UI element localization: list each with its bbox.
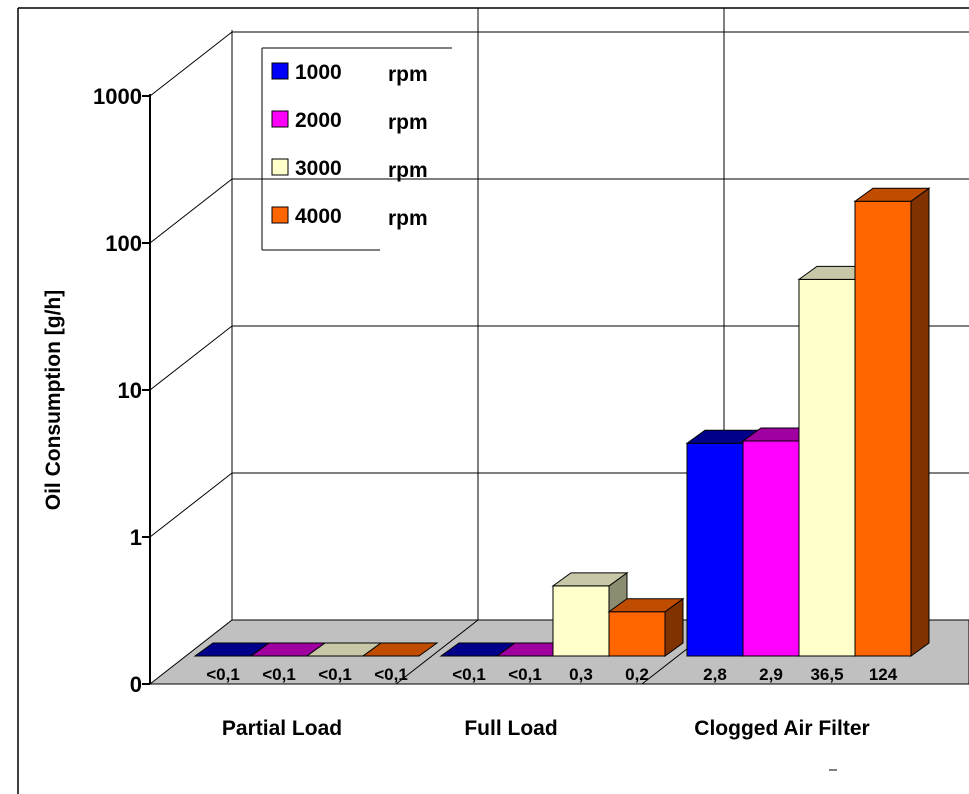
data-label: <0,1 (508, 665, 542, 684)
bar-front (742, 440, 800, 657)
y-tick-label: 100 (105, 231, 142, 256)
y-tick-label: 1 (130, 525, 142, 550)
legend-unit: rpm (388, 111, 428, 134)
y-tick-label: 0 (130, 672, 142, 697)
legend: 1000 rpm 2000 rpm 3000 rpm 4000 rpm (261, 47, 452, 251)
legend-label: 3000 (295, 157, 342, 180)
data-label: <0,1 (318, 665, 352, 684)
legend-swatch (271, 110, 289, 128)
data-label: 0,2 (625, 665, 649, 684)
data-label: <0,1 (262, 665, 296, 684)
data-label: 0,3 (569, 665, 593, 684)
bar-top (853, 187, 931, 202)
data-label: 2,9 (759, 665, 783, 684)
y-axis-label: Oil Consumption [g/h] (42, 290, 65, 510)
legend-swatch (271, 206, 289, 224)
category-label: Partial Load (222, 717, 342, 740)
bar-front (854, 200, 912, 657)
data-label: 124 (869, 665, 898, 684)
bar-front (798, 278, 856, 657)
data-label: <0,1 (206, 665, 240, 684)
gridline-diagonal (149, 178, 233, 244)
bar-top (607, 598, 685, 613)
legend-label: 2000 (295, 109, 342, 132)
gridline-diagonal (149, 325, 233, 391)
data-label: 2,8 (703, 665, 727, 684)
data-label: <0,1 (452, 665, 486, 684)
legend-swatch (271, 158, 289, 176)
legend-unit: rpm (388, 207, 428, 230)
legend-label: 1000 (295, 61, 342, 84)
bar-front (552, 585, 610, 657)
legend-swatch (271, 62, 289, 80)
category-label: Clogged Air Filter (694, 717, 869, 740)
legend-label: 4000 (295, 205, 342, 228)
gridline-diagonal (149, 472, 233, 538)
data-label: 36,5 (810, 665, 843, 684)
legend-unit: rpm (388, 159, 428, 182)
gridline-diagonal (149, 31, 233, 97)
bar-front (608, 611, 666, 657)
category-label: Full Load (464, 717, 557, 740)
bar-top (361, 642, 439, 657)
data-label: <0,1 (374, 665, 408, 684)
bar-front (686, 442, 744, 657)
y-tick-label: 1000 (93, 84, 142, 109)
floor-divider (395, 619, 479, 685)
bar-top (551, 572, 629, 587)
bar-side (910, 187, 930, 657)
y-tick-label: 10 (118, 378, 142, 403)
legend-unit: rpm (388, 63, 428, 86)
